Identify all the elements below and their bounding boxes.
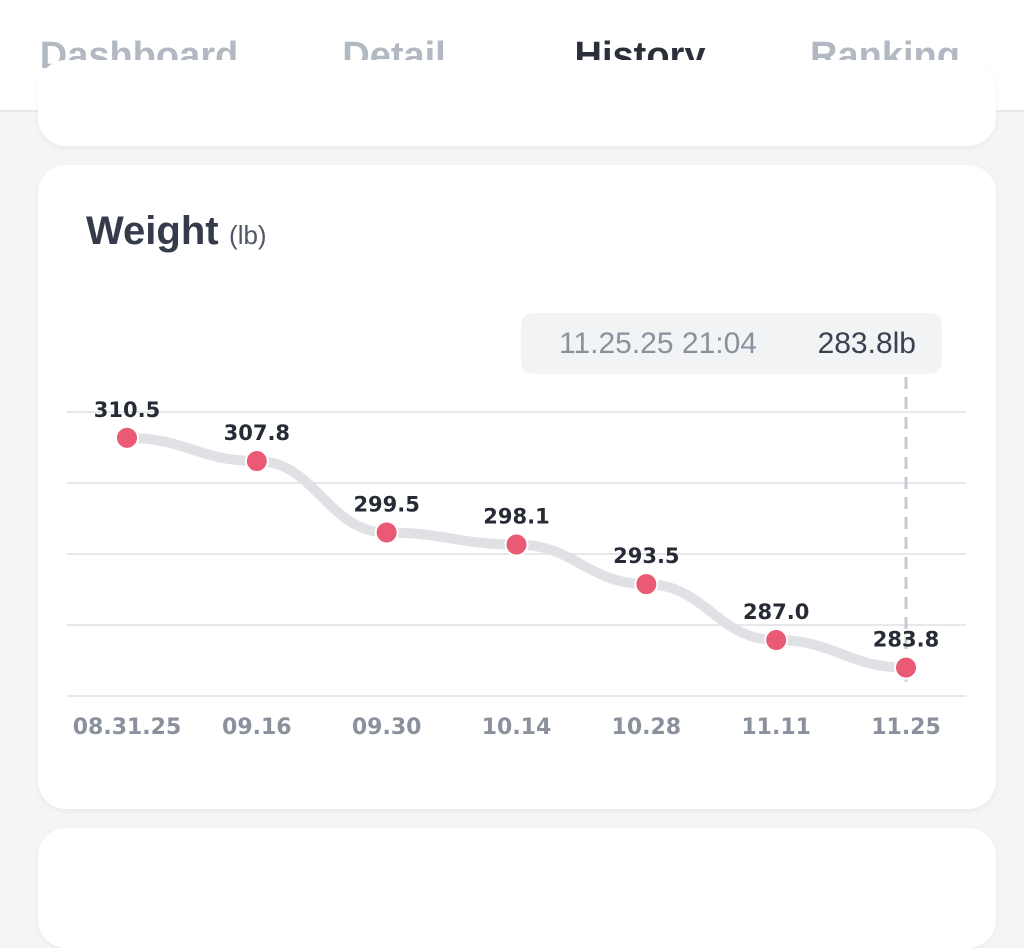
data-point[interactable] bbox=[115, 425, 139, 450]
weight-title: Weight (lb) bbox=[86, 209, 267, 254]
tooltip-value: 283.8lb bbox=[817, 327, 916, 360]
data-label: 293.5 bbox=[613, 544, 679, 568]
x-axis-label: 10.14 bbox=[482, 715, 552, 740]
data-point[interactable] bbox=[504, 532, 529, 557]
weight-chart[interactable]: 310.5 307.8 299.5 298.1 293.5 287.0 283.8 08.3… bbox=[38, 165, 996, 809]
data-point[interactable] bbox=[764, 628, 789, 653]
data-point[interactable] bbox=[634, 572, 659, 597]
weight-title-text: Weight bbox=[86, 209, 219, 253]
data-point[interactable] bbox=[894, 655, 918, 680]
weight-unit: (lb) bbox=[229, 220, 267, 250]
x-axis-label: 09.30 bbox=[352, 715, 422, 740]
chart-data-labels: 310.5 307.8 299.5 298.1 293.5 287.0 283.8 bbox=[94, 398, 939, 652]
x-axis-label: 11.11 bbox=[741, 715, 811, 740]
x-axis-label: 11.25 bbox=[871, 715, 941, 740]
weight-card: Weight (lb) 310.5 307.8 299.5 298.1 293.5 287… bbox=[38, 165, 996, 809]
next-card bbox=[38, 828, 996, 948]
data-label: 287.0 bbox=[743, 600, 809, 624]
data-point[interactable] bbox=[244, 449, 269, 474]
data-label: 283.8 bbox=[873, 628, 939, 652]
data-label: 299.5 bbox=[353, 492, 419, 516]
x-axis-label: 08.31.25 bbox=[73, 715, 182, 740]
data-label: 298.1 bbox=[483, 505, 549, 529]
selected-point-tooltip: 11.25.25 21:04 283.8lb bbox=[521, 313, 942, 374]
previous-card bbox=[38, 60, 996, 146]
x-axis-label: 10.28 bbox=[612, 715, 682, 740]
tooltip-datetime: 11.25.25 21:04 bbox=[559, 327, 757, 360]
chart-points bbox=[115, 425, 918, 680]
chart-x-axis-labels: 08.31.25 09.16 09.30 10.14 10.28 11.11 11.25 bbox=[73, 715, 941, 740]
data-label: 307.8 bbox=[224, 421, 290, 445]
data-label: 310.5 bbox=[94, 398, 160, 422]
x-axis-label: 09.16 bbox=[222, 715, 292, 740]
data-point[interactable] bbox=[374, 520, 399, 545]
